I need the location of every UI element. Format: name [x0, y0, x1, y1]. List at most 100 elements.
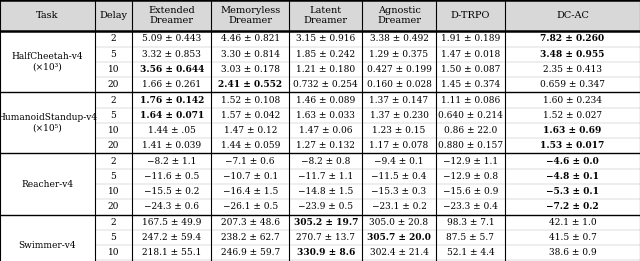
Text: 5: 5 — [111, 50, 116, 59]
Text: 87.5 ± 5.7: 87.5 ± 5.7 — [447, 233, 495, 242]
Text: 3.30 ± 0.814: 3.30 ± 0.814 — [221, 50, 280, 59]
Text: 1.52 ± 0.027: 1.52 ± 0.027 — [543, 111, 602, 120]
Text: 1.41 ± 0.039: 1.41 ± 0.039 — [142, 141, 202, 150]
Text: Memoryless
Dreamer: Memoryless Dreamer — [220, 6, 280, 25]
Text: 1.63 ± 0.033: 1.63 ± 0.033 — [296, 111, 355, 120]
Text: −23.9 ± 0.5: −23.9 ± 0.5 — [298, 203, 353, 211]
Text: 1.11 ± 0.086: 1.11 ± 0.086 — [441, 96, 500, 104]
Text: 3.48 ± 0.955: 3.48 ± 0.955 — [540, 50, 605, 59]
Text: 218.1 ± 55.1: 218.1 ± 55.1 — [142, 248, 202, 257]
Text: 2.41 ± 0.552: 2.41 ± 0.552 — [218, 80, 282, 89]
Text: 0.160 ± 0.028: 0.160 ± 0.028 — [367, 80, 431, 89]
Text: 246.9 ± 59.7: 246.9 ± 59.7 — [221, 248, 280, 257]
Text: 1.29 ± 0.375: 1.29 ± 0.375 — [369, 50, 429, 59]
Text: 98.3 ± 7.1: 98.3 ± 7.1 — [447, 218, 494, 227]
Text: 1.37 ± 0.230: 1.37 ± 0.230 — [370, 111, 428, 120]
Text: 5.09 ± 0.443: 5.09 ± 0.443 — [142, 34, 202, 43]
Text: 1.17 ± 0.078: 1.17 ± 0.078 — [369, 141, 429, 150]
Text: 330.9 ± 8.6: 330.9 ± 8.6 — [296, 248, 355, 257]
Text: 1.85 ± 0.242: 1.85 ± 0.242 — [296, 50, 355, 59]
Text: 10: 10 — [108, 248, 119, 257]
Text: −4.6 ± 0.0: −4.6 ± 0.0 — [546, 157, 599, 165]
Text: 3.15 ± 0.916: 3.15 ± 0.916 — [296, 34, 355, 43]
Text: −7.2 ± 0.2: −7.2 ± 0.2 — [546, 203, 599, 211]
Text: 7.82 ± 0.260: 7.82 ± 0.260 — [540, 34, 605, 43]
Text: HumanoidStandup-v4
(×10⁵): HumanoidStandup-v4 (×10⁵) — [0, 113, 97, 133]
Text: 1.52 ± 0.108: 1.52 ± 0.108 — [221, 96, 280, 104]
Text: 1.76 ± 0.142: 1.76 ± 0.142 — [140, 96, 204, 104]
Text: −8.2 ± 0.8: −8.2 ± 0.8 — [301, 157, 351, 165]
Text: 1.23 ± 0.15: 1.23 ± 0.15 — [372, 126, 426, 135]
Text: 0.880 ± 0.157: 0.880 ± 0.157 — [438, 141, 503, 150]
Text: 52.1 ± 4.4: 52.1 ± 4.4 — [447, 248, 494, 257]
Text: DC-AC: DC-AC — [556, 11, 589, 20]
Text: Task: Task — [36, 11, 59, 20]
Text: 305.0 ± 20.8: 305.0 ± 20.8 — [369, 218, 429, 227]
Text: 1.60 ± 0.234: 1.60 ± 0.234 — [543, 96, 602, 104]
Text: −10.7 ± 0.1: −10.7 ± 0.1 — [223, 172, 278, 181]
Text: Extended
Dreamer: Extended Dreamer — [148, 6, 195, 25]
Text: −11.7 ± 1.1: −11.7 ± 1.1 — [298, 172, 353, 181]
Text: 3.03 ± 0.178: 3.03 ± 0.178 — [221, 65, 280, 74]
Text: 20: 20 — [108, 141, 119, 150]
Text: 3.38 ± 0.492: 3.38 ± 0.492 — [370, 34, 428, 43]
Text: 1.47 ± 0.12: 1.47 ± 0.12 — [223, 126, 277, 135]
Text: 38.6 ± 0.9: 38.6 ± 0.9 — [548, 248, 596, 257]
Text: 305.7 ± 20.0: 305.7 ± 20.0 — [367, 233, 431, 242]
Text: 1.63 ± 0.69: 1.63 ± 0.69 — [543, 126, 602, 135]
Text: Swimmer-v4: Swimmer-v4 — [19, 241, 76, 250]
Text: 238.2 ± 62.7: 238.2 ± 62.7 — [221, 233, 280, 242]
Text: −8.2 ± 1.1: −8.2 ± 1.1 — [147, 157, 196, 165]
Text: 4.46 ± 0.821: 4.46 ± 0.821 — [221, 34, 280, 43]
Text: −16.4 ± 1.5: −16.4 ± 1.5 — [223, 187, 278, 196]
Text: −12.9 ± 0.8: −12.9 ± 0.8 — [443, 172, 498, 181]
Text: −23.1 ± 0.2: −23.1 ± 0.2 — [372, 203, 426, 211]
Text: 2: 2 — [111, 157, 116, 165]
Text: 207.3 ± 48.6: 207.3 ± 48.6 — [221, 218, 280, 227]
Text: 10: 10 — [108, 65, 119, 74]
Bar — [0, 0, 640, 31]
Text: −12.9 ± 1.1: −12.9 ± 1.1 — [443, 157, 498, 165]
Text: 20: 20 — [108, 203, 119, 211]
Text: 1.91 ± 0.189: 1.91 ± 0.189 — [441, 34, 500, 43]
Text: 5: 5 — [111, 111, 116, 120]
Text: −9.4 ± 0.1: −9.4 ± 0.1 — [374, 157, 424, 165]
Text: −26.1 ± 0.5: −26.1 ± 0.5 — [223, 203, 278, 211]
Text: 10: 10 — [108, 126, 119, 135]
Text: −11.6 ± 0.5: −11.6 ± 0.5 — [144, 172, 200, 181]
Text: 1.47 ± 0.06: 1.47 ± 0.06 — [299, 126, 353, 135]
Text: 305.2 ± 19.7: 305.2 ± 19.7 — [294, 218, 358, 227]
Text: −11.5 ± 0.4: −11.5 ± 0.4 — [371, 172, 427, 181]
Text: 10: 10 — [108, 187, 119, 196]
Text: 0.640 ± 0.214: 0.640 ± 0.214 — [438, 111, 503, 120]
Text: 3.32 ± 0.853: 3.32 ± 0.853 — [143, 50, 201, 59]
Text: 20: 20 — [108, 80, 119, 89]
Text: 2.35 ± 0.413: 2.35 ± 0.413 — [543, 65, 602, 74]
Text: Latent
Dreamer: Latent Dreamer — [304, 6, 348, 25]
Text: −7.1 ± 0.6: −7.1 ± 0.6 — [225, 157, 275, 165]
Text: 0.659 ± 0.347: 0.659 ± 0.347 — [540, 80, 605, 89]
Text: Agnostic
Dreamer: Agnostic Dreamer — [377, 6, 421, 25]
Text: 42.1 ± 1.0: 42.1 ± 1.0 — [548, 218, 596, 227]
Text: 2: 2 — [111, 96, 116, 104]
Text: 247.2 ± 59.4: 247.2 ± 59.4 — [142, 233, 202, 242]
Text: 0.427 ± 0.199: 0.427 ± 0.199 — [367, 65, 431, 74]
Text: −24.3 ± 0.6: −24.3 ± 0.6 — [145, 203, 199, 211]
Text: 1.64 ± 0.071: 1.64 ± 0.071 — [140, 111, 204, 120]
Text: 5: 5 — [111, 233, 116, 242]
Text: 167.5 ± 49.9: 167.5 ± 49.9 — [142, 218, 202, 227]
Text: 41.5 ± 0.7: 41.5 ± 0.7 — [548, 233, 596, 242]
Text: 2: 2 — [111, 218, 116, 227]
Text: 1.37 ± 0.147: 1.37 ± 0.147 — [369, 96, 429, 104]
Text: −14.8 ± 1.5: −14.8 ± 1.5 — [298, 187, 353, 196]
Text: 1.53 ± 0.017: 1.53 ± 0.017 — [540, 141, 605, 150]
Text: −23.3 ± 0.4: −23.3 ± 0.4 — [443, 203, 498, 211]
Text: Reacher-v4: Reacher-v4 — [21, 180, 74, 188]
Text: 1.45 ± 0.374: 1.45 ± 0.374 — [441, 80, 500, 89]
Text: 270.7 ± 13.7: 270.7 ± 13.7 — [296, 233, 355, 242]
Text: −4.8 ± 0.1: −4.8 ± 0.1 — [546, 172, 599, 181]
Text: 1.46 ± 0.089: 1.46 ± 0.089 — [296, 96, 355, 104]
Text: D-TRPO: D-TRPO — [451, 11, 490, 20]
Text: HalfCheetah-v4
(×10³): HalfCheetah-v4 (×10³) — [12, 52, 83, 72]
Text: 0.86 ± 22.0: 0.86 ± 22.0 — [444, 126, 497, 135]
